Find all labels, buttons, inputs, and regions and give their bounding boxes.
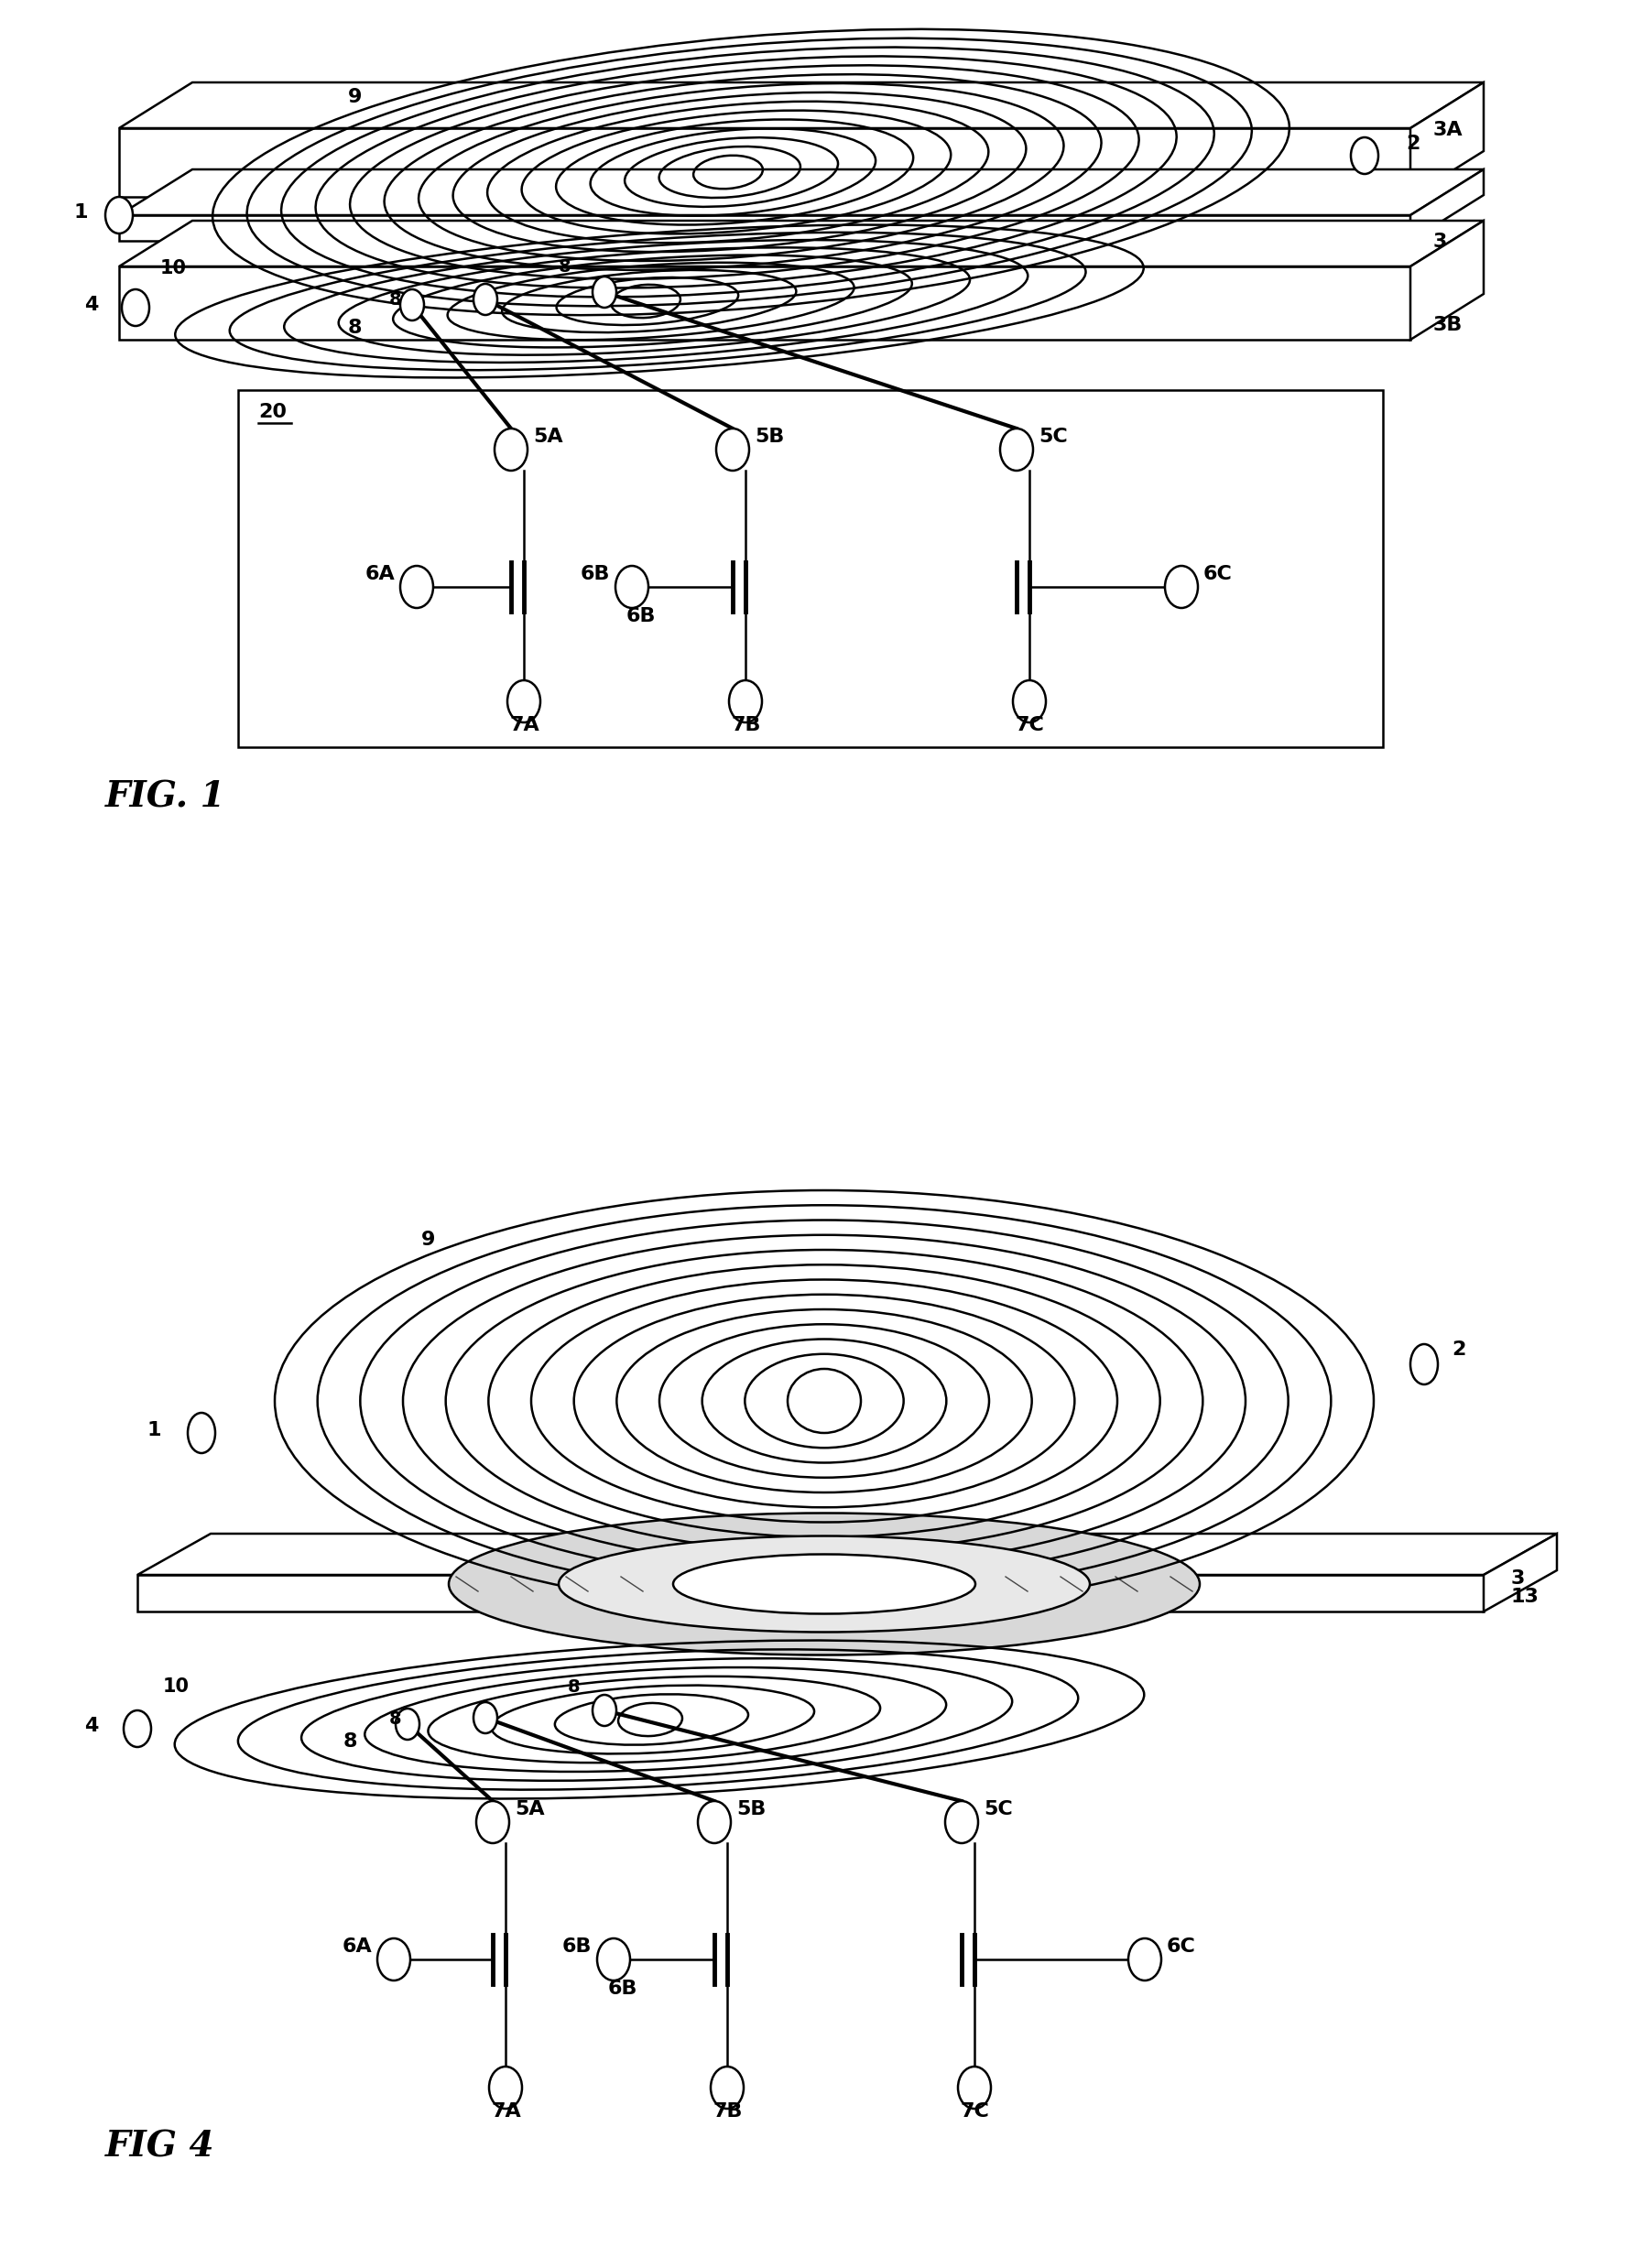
Ellipse shape	[1165, 565, 1198, 608]
Text: 7B: 7B	[713, 2102, 743, 2121]
Text: 6B: 6B	[608, 1980, 637, 1998]
Ellipse shape	[490, 2066, 522, 2109]
Text: 3A: 3A	[1433, 120, 1464, 138]
Polygon shape	[1410, 170, 1484, 240]
Text: 1: 1	[146, 1422, 161, 1440]
Ellipse shape	[476, 1801, 509, 1844]
Text: 7B: 7B	[731, 717, 761, 735]
Polygon shape	[118, 215, 1410, 240]
Polygon shape	[118, 82, 1484, 129]
Text: 9: 9	[348, 88, 361, 107]
Ellipse shape	[1351, 138, 1378, 175]
Text: FIG. 1: FIG. 1	[105, 780, 225, 814]
Text: 3: 3	[1512, 1569, 1525, 1588]
Text: 10: 10	[163, 1678, 189, 1696]
Ellipse shape	[1012, 680, 1047, 723]
Text: 7C: 7C	[960, 2102, 989, 2121]
Text: 6B: 6B	[626, 608, 656, 626]
Ellipse shape	[1129, 1939, 1162, 1980]
Text: 8: 8	[568, 1678, 580, 1696]
Text: 3B: 3B	[1433, 315, 1462, 333]
Text: 4: 4	[84, 295, 99, 313]
Ellipse shape	[596, 1939, 631, 1980]
Text: 5B: 5B	[754, 429, 784, 447]
Text: 8: 8	[389, 290, 401, 308]
Ellipse shape	[122, 290, 150, 327]
Ellipse shape	[1410, 1345, 1438, 1383]
Text: 6B: 6B	[580, 565, 611, 583]
Bar	[238, 390, 1383, 746]
Text: 10: 10	[161, 259, 187, 277]
Polygon shape	[138, 1533, 1558, 1574]
Ellipse shape	[1001, 429, 1033, 472]
Ellipse shape	[958, 2066, 991, 2109]
Text: 7C: 7C	[1015, 717, 1043, 735]
Polygon shape	[118, 220, 1484, 265]
Text: 5B: 5B	[736, 1801, 766, 1819]
Text: 3: 3	[1433, 234, 1447, 252]
Text: 8: 8	[559, 259, 572, 277]
Text: FIG 4: FIG 4	[105, 2130, 215, 2164]
Text: 6B: 6B	[562, 1937, 591, 1955]
Ellipse shape	[105, 197, 133, 234]
Ellipse shape	[401, 290, 424, 320]
Text: 6C: 6C	[1203, 565, 1232, 583]
Ellipse shape	[698, 1801, 731, 1844]
Ellipse shape	[593, 1694, 616, 1726]
Ellipse shape	[716, 429, 749, 472]
Text: 4: 4	[84, 1717, 99, 1735]
Ellipse shape	[593, 277, 616, 308]
Ellipse shape	[473, 284, 498, 315]
Text: 8: 8	[343, 1733, 358, 1751]
Ellipse shape	[616, 565, 649, 608]
Text: 1: 1	[74, 204, 87, 222]
Text: 8: 8	[348, 318, 361, 338]
Text: 5A: 5A	[532, 429, 564, 447]
Text: 7A: 7A	[491, 2102, 521, 2121]
Ellipse shape	[508, 680, 541, 723]
Polygon shape	[118, 265, 1410, 340]
Text: 20: 20	[258, 404, 286, 422]
Ellipse shape	[401, 565, 434, 608]
Ellipse shape	[711, 2066, 744, 2109]
Polygon shape	[1410, 220, 1484, 340]
Text: 5C: 5C	[1038, 429, 1068, 447]
Text: 9: 9	[421, 1232, 435, 1250]
Text: 6A: 6A	[342, 1937, 373, 1955]
Text: 6C: 6C	[1167, 1937, 1196, 1955]
Ellipse shape	[187, 1413, 215, 1454]
Polygon shape	[1410, 82, 1484, 197]
Ellipse shape	[396, 1708, 419, 1740]
Polygon shape	[138, 1574, 1484, 1613]
Ellipse shape	[123, 1710, 151, 1746]
Ellipse shape	[449, 1513, 1199, 1656]
Ellipse shape	[729, 680, 762, 723]
Ellipse shape	[473, 1703, 498, 1733]
Text: 6A: 6A	[365, 565, 396, 583]
Polygon shape	[118, 170, 1484, 215]
Ellipse shape	[674, 1554, 976, 1615]
Polygon shape	[1484, 1533, 1558, 1613]
Ellipse shape	[495, 429, 527, 472]
Text: 5A: 5A	[514, 1801, 544, 1819]
Text: 13: 13	[1512, 1588, 1539, 1606]
Polygon shape	[118, 129, 1410, 197]
Ellipse shape	[378, 1939, 411, 1980]
Text: 2: 2	[1452, 1340, 1466, 1359]
Text: 5C: 5C	[984, 1801, 1012, 1819]
Ellipse shape	[559, 1535, 1089, 1633]
Text: 7A: 7A	[509, 717, 539, 735]
Text: 2: 2	[1406, 134, 1420, 152]
Text: 8: 8	[389, 1710, 401, 1728]
Ellipse shape	[945, 1801, 978, 1844]
